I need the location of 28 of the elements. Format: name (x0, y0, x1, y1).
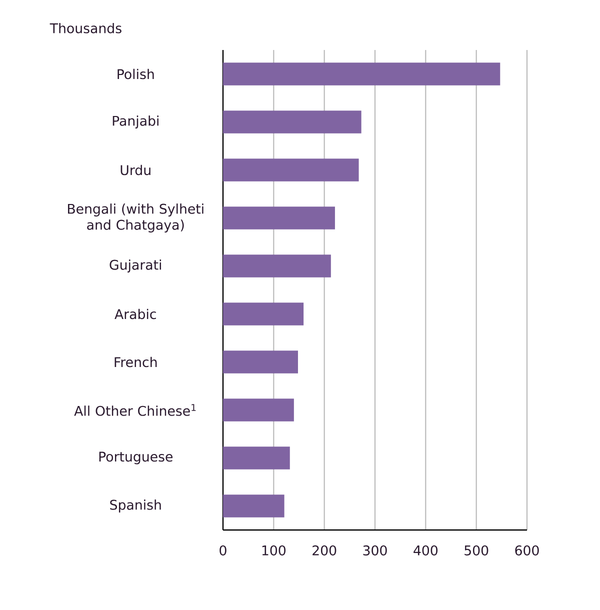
y-tick-label: Polish (118, 68, 154, 80)
y-tick-label: Gujarati (110, 260, 161, 272)
y-tick-label: French (114, 356, 157, 368)
bar (223, 206, 335, 230)
bar (223, 446, 290, 470)
bar (223, 350, 298, 374)
x-tick-label: 0 (220, 545, 226, 556)
bar (223, 158, 359, 182)
bar (223, 398, 294, 422)
bar (223, 62, 500, 86)
bar (223, 110, 362, 134)
bar (223, 494, 284, 518)
x-tick-label: 400 (414, 545, 438, 556)
x-tick-label: 100 (262, 545, 286, 556)
y-tick-label: All Other Chinese$^{1}$ (74, 404, 196, 416)
y-tick-label: Portuguese (99, 452, 173, 464)
y-tick-label: Arabic (114, 308, 156, 320)
x-axis-title: Thousands (50, 22, 122, 34)
x-tick-label: 300 (363, 545, 387, 556)
x-tick-label: 200 (312, 545, 336, 556)
bar (223, 254, 331, 278)
y-tick-label: Panjabi (112, 116, 158, 128)
y-tick-label: Bengali (with Sylheti and Chatgaya) (68, 204, 204, 232)
bar (223, 302, 304, 326)
x-tick-label: 500 (464, 545, 488, 556)
x-tick-label: 600 (515, 545, 539, 556)
y-tick-label: Urdu (120, 164, 150, 176)
y-tick-label: Spanish (110, 500, 161, 512)
